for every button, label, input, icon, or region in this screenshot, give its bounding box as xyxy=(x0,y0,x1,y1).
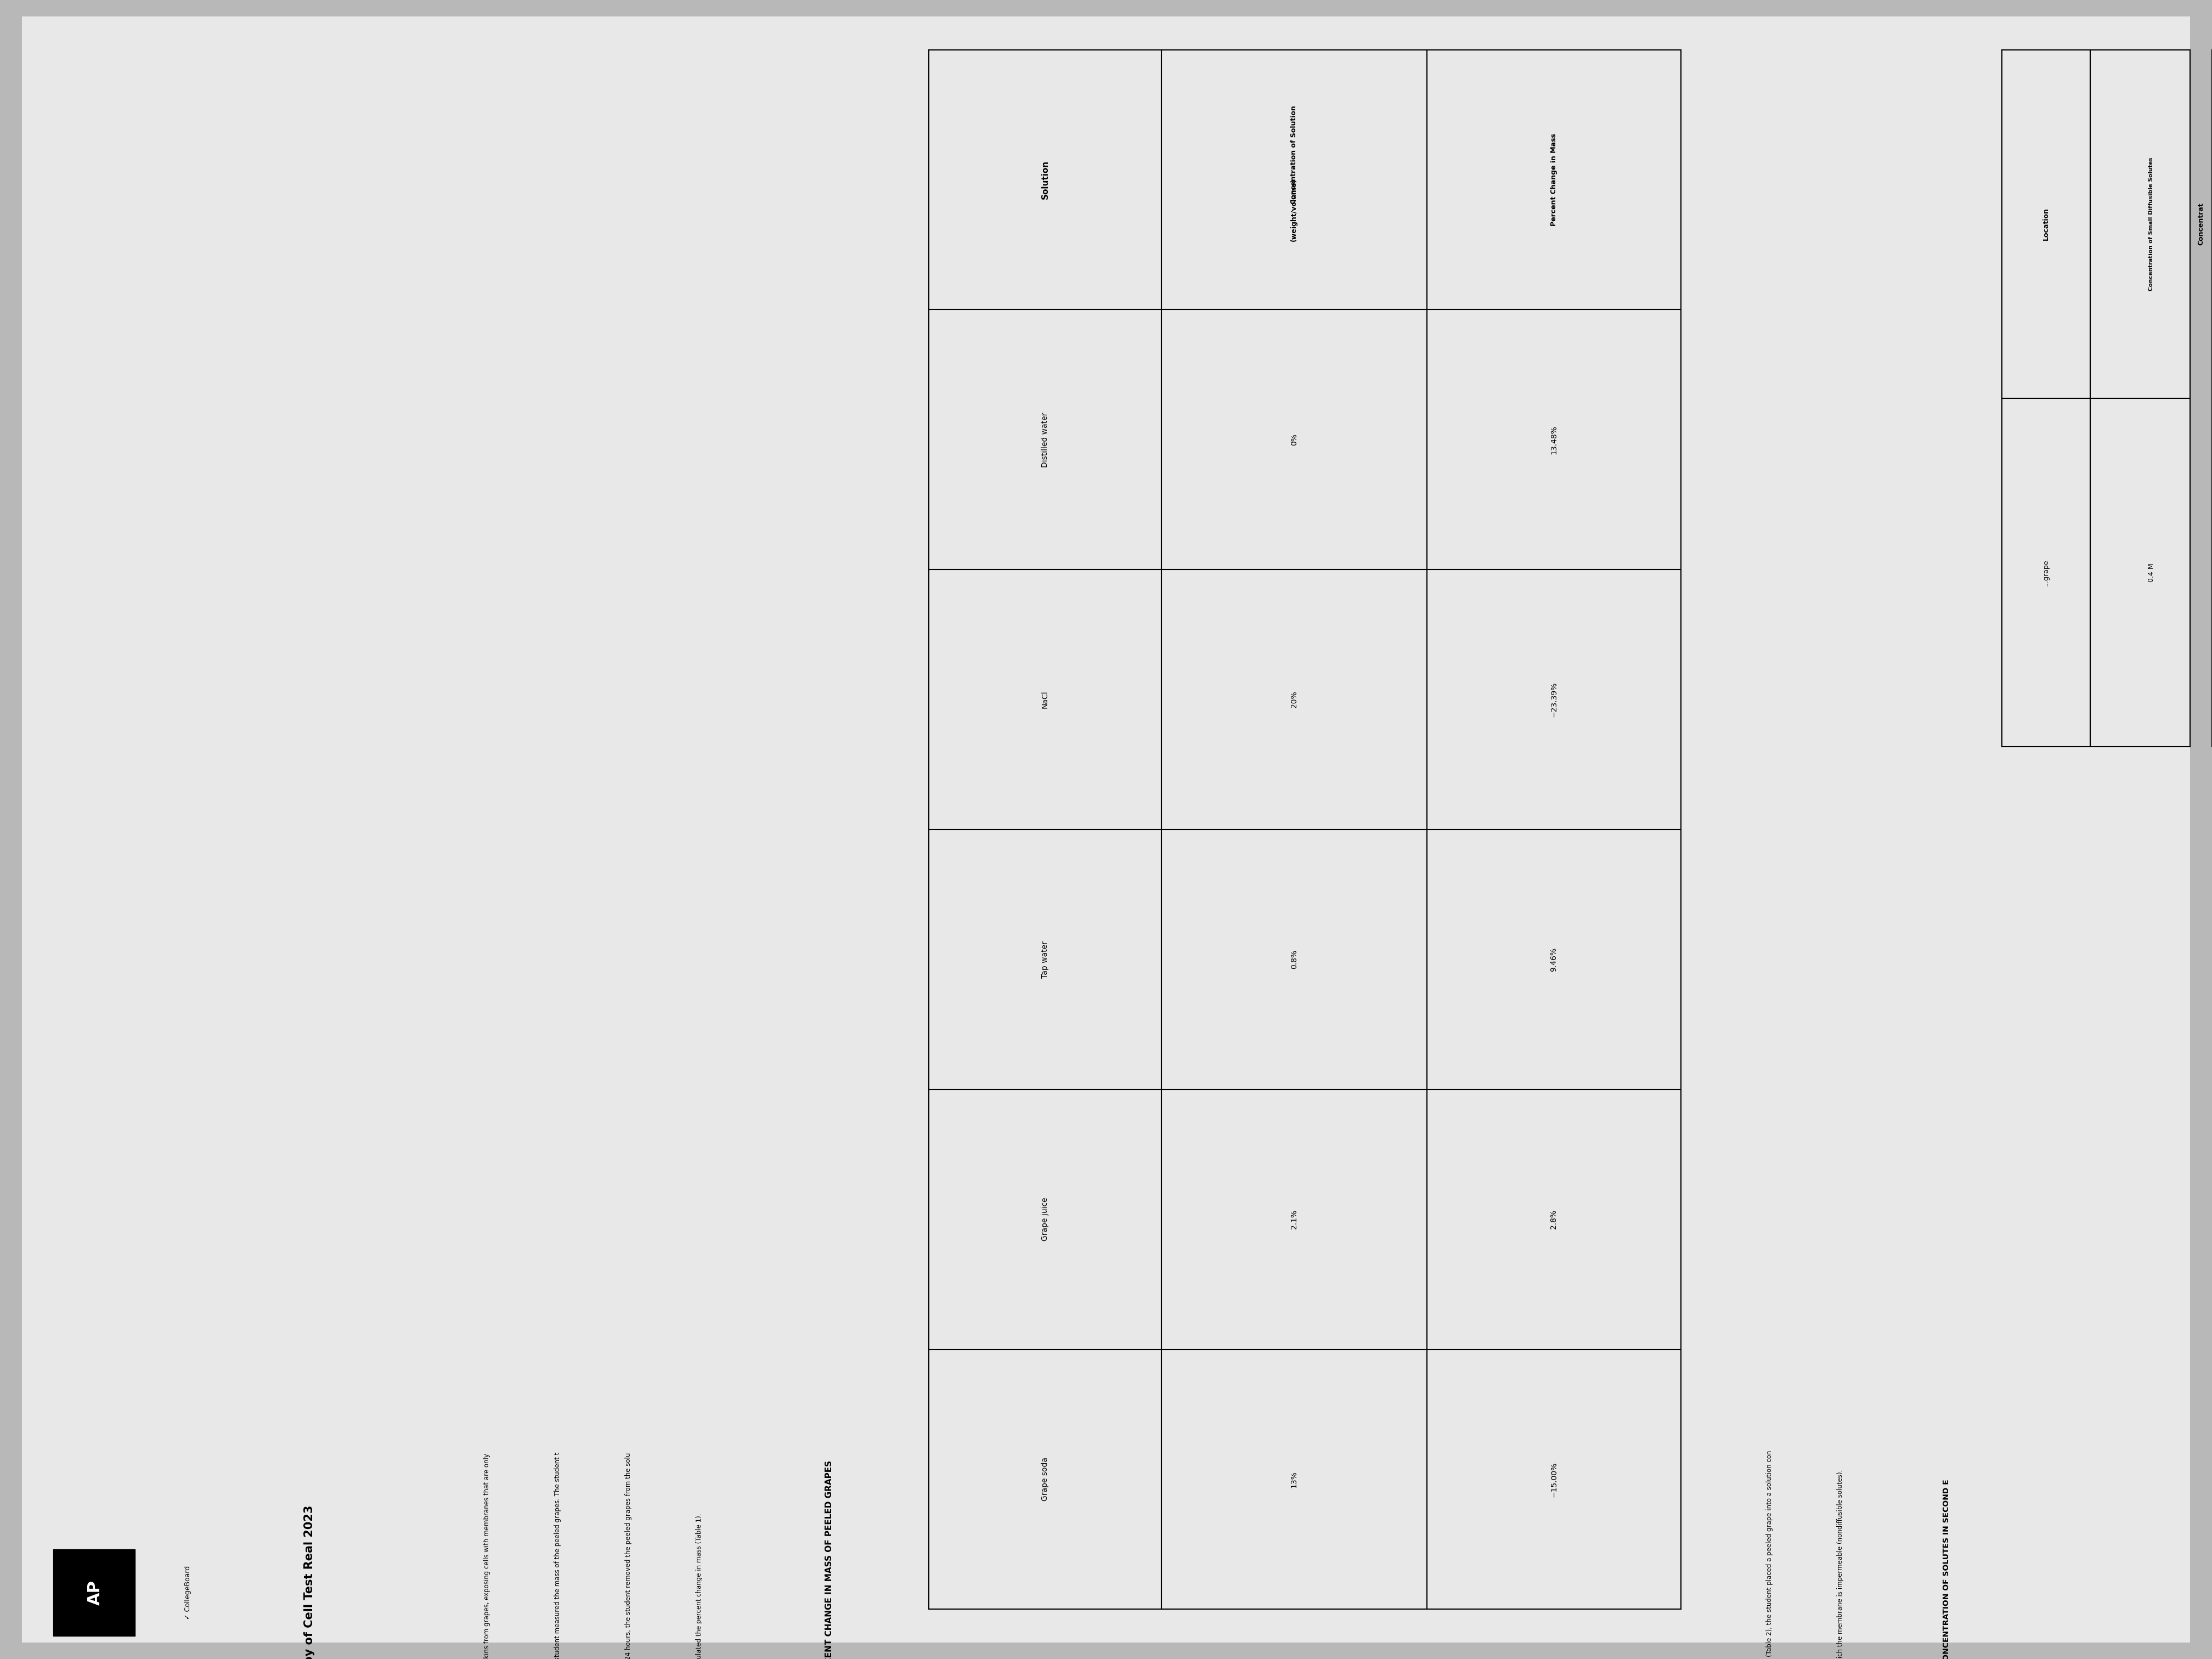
Text: 9.46%: 9.46% xyxy=(1551,947,1557,972)
Text: and solutes to which the membrane is impermeable (nondiffusible solutes).: and solutes to which the membrane is imp… xyxy=(1836,1470,1845,1659)
Text: 20%: 20% xyxy=(1290,692,1298,708)
Text: Concentrat: Concentrat xyxy=(2197,202,2205,246)
Text: (weight/volume): (weight/volume) xyxy=(1290,178,1298,241)
Text: ✓ CollegeBoard: ✓ CollegeBoard xyxy=(184,1566,192,1619)
Text: Solution: Solution xyxy=(1042,161,1048,199)
Text: −15.00%: −15.00% xyxy=(1551,1462,1557,1496)
Text: ...grape: ...grape xyxy=(2042,559,2051,586)
Text: TABLE 2. CONCENTRATION OF SOLUTES IN SECOND E: TABLE 2. CONCENTRATION OF SOLUTES IN SEC… xyxy=(1942,1480,1951,1659)
Text: of five solutions. After 24 hours, the student removed the peeled grapes from th: of five solutions. After 24 hours, the s… xyxy=(624,1452,633,1659)
Text: In a second experiment (Table 2), the student placed a peeled grape into a solut: In a second experiment (Table 2), the st… xyxy=(1765,1450,1774,1659)
Text: Concentration of Solution: Concentration of Solution xyxy=(1290,106,1298,204)
Text: Distilled water: Distilled water xyxy=(1042,411,1048,468)
Text: Location: Location xyxy=(2042,207,2051,241)
FancyBboxPatch shape xyxy=(53,1550,135,1636)
Text: 0.8%: 0.8% xyxy=(1290,951,1298,969)
Text: Percent Change in Mass: Percent Change in Mass xyxy=(1551,133,1557,226)
Text: Tap water: Tap water xyxy=(1042,941,1048,979)
Text: calculated the percent change in mass (Table 1).: calculated the percent change in mass (T… xyxy=(695,1513,703,1659)
Text: Grape juice: Grape juice xyxy=(1042,1198,1048,1241)
Text: Concentration of Small Diffusible Solutes: Concentration of Small Diffusible Solute… xyxy=(2148,158,2154,290)
Text: diffusible solutes. The student measured the mass of the peeled grapes. The stud: diffusible solutes. The student measured… xyxy=(553,1452,562,1659)
Text: Copy of Cell Test Real 2023: Copy of Cell Test Real 2023 xyxy=(305,1505,314,1659)
Text: 0.4 M: 0.4 M xyxy=(2148,562,2154,582)
Text: 13.48%: 13.48% xyxy=(1551,425,1557,455)
Text: 13%: 13% xyxy=(1290,1472,1298,1488)
Text: −23.39%: −23.39% xyxy=(1551,682,1557,717)
Text: A student peeled the skins from grapes, exposing cells with membranes that are o: A student peeled the skins from grapes, … xyxy=(482,1453,491,1659)
Text: 0%: 0% xyxy=(1290,433,1298,446)
Text: NaCl: NaCl xyxy=(1042,690,1048,708)
Text: AP: AP xyxy=(86,1579,104,1606)
Text: Grape soda: Grape soda xyxy=(1042,1457,1048,1501)
Text: TABLE 1. PERCENT CHANGE IN MASS OF PEELED GRAPES: TABLE 1. PERCENT CHANGE IN MASS OF PEELE… xyxy=(825,1460,834,1659)
FancyBboxPatch shape xyxy=(22,17,2190,1642)
Text: 2.8%: 2.8% xyxy=(1551,1209,1557,1229)
Text: 2.1%: 2.1% xyxy=(1290,1209,1298,1229)
